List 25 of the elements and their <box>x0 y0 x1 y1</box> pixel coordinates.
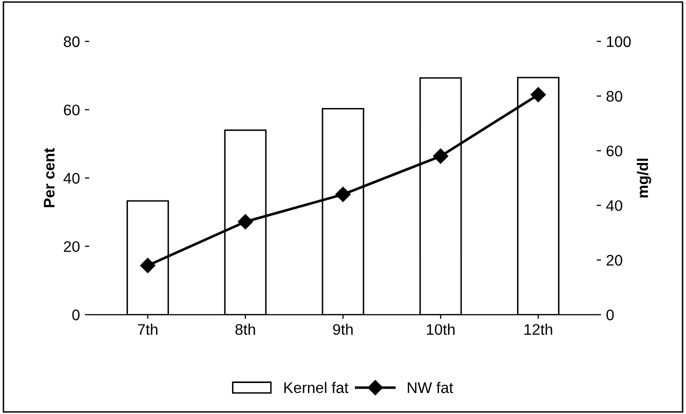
point <box>335 186 351 202</box>
x-tick-label: 9th <box>333 324 353 335</box>
y-tick-label: 60 <box>64 104 80 116</box>
y2-axis-title: mg/dl <box>636 158 652 198</box>
x-tick-label: 8th <box>235 324 256 335</box>
legend-label: Kernel fat <box>284 382 348 394</box>
point <box>433 148 448 164</box>
y2-tick-label: 100 <box>607 36 631 48</box>
y2-tick-label: 20 <box>606 254 622 266</box>
x-tick-label: 10th <box>426 324 454 335</box>
y-tick-label: 20 <box>64 241 80 252</box>
y-tick-label: 0 <box>72 310 80 320</box>
y-tick-label: 80 <box>64 36 80 48</box>
point <box>140 258 156 274</box>
point <box>530 87 546 102</box>
y2-tick-label: 60 <box>606 146 622 156</box>
point <box>238 214 253 230</box>
y2-tick-label: 0 <box>606 310 614 320</box>
y2-tick-label: 40 <box>606 200 622 212</box>
x-tick-label: 12th <box>524 324 552 335</box>
legend-label: NW fat <box>408 382 454 394</box>
y-axis-title: Per cent <box>44 148 55 208</box>
y2-tick-label: 80 <box>606 90 622 102</box>
y-tick-label: 40 <box>64 172 80 184</box>
x-tick-label: 7th <box>138 324 158 335</box>
